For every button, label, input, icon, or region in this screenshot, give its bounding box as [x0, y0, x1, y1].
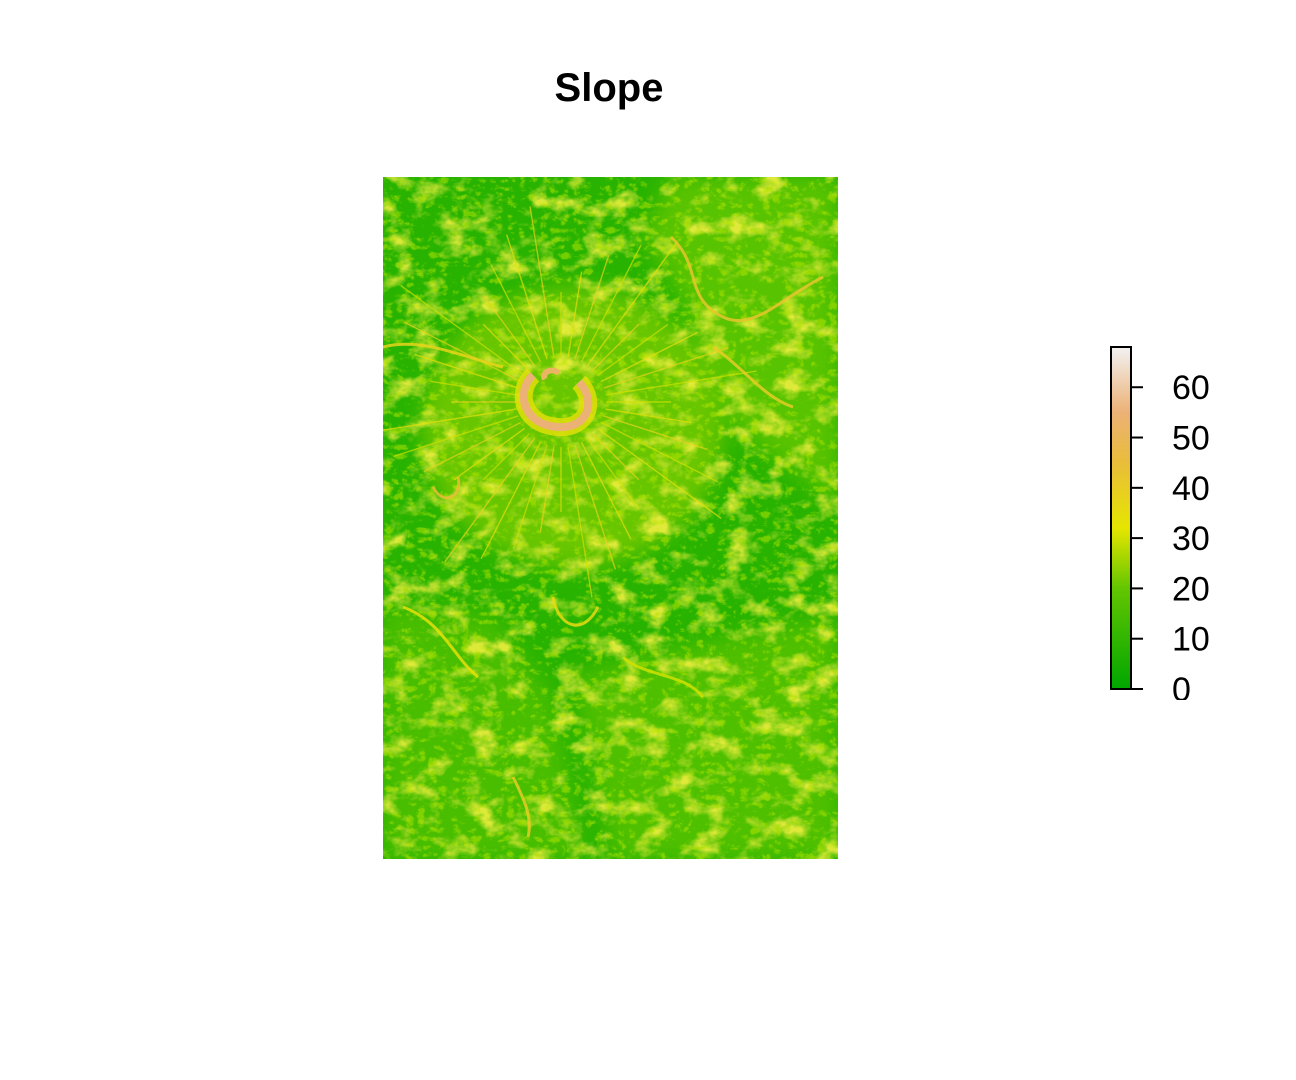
legend-tick-label: 10 — [1172, 621, 1210, 659]
legend-tick-label: 50 — [1172, 420, 1210, 458]
steep-ridge — [712, 345, 794, 409]
radial-gully — [480, 441, 542, 560]
steep-ridge — [621, 655, 705, 698]
steep-ridge — [669, 235, 824, 323]
steep-ridge — [383, 342, 504, 369]
radial-gully — [574, 444, 617, 570]
crater-rim — [519, 372, 593, 432]
radial-gully — [490, 264, 542, 363]
radial-gully — [567, 446, 593, 598]
radial-gully — [403, 321, 522, 383]
radial-gully — [596, 323, 669, 377]
radial-gully — [505, 234, 548, 360]
legend-tick-label: 20 — [1172, 570, 1210, 608]
radial-gully — [444, 437, 536, 563]
radial-gully — [600, 331, 699, 383]
radial-gully — [596, 427, 722, 519]
radial-gully — [430, 380, 517, 396]
radial-gully — [512, 444, 548, 549]
legend-color-bar — [1110, 346, 1132, 690]
crater-inner-wall — [541, 367, 561, 381]
radial-gully — [400, 285, 526, 377]
legend-tick-label: 60 — [1172, 369, 1210, 407]
radial-gully — [567, 271, 583, 358]
radial-gully — [592, 433, 640, 481]
radial-gully — [539, 446, 555, 533]
legend-tick-label: 0 — [1172, 671, 1191, 700]
steep-ridge — [551, 596, 600, 627]
radial-gully — [414, 353, 519, 389]
radial-gully — [603, 415, 708, 451]
slope-raster — [383, 177, 838, 859]
radial-gully — [605, 408, 692, 424]
steep-ridge — [511, 776, 531, 838]
radial-gully — [482, 294, 536, 367]
radial-gully — [529, 206, 555, 358]
color-legend: 0 10 20 30 40 50 60 — [1110, 346, 1210, 700]
radial-gully — [393, 415, 519, 458]
radial-gully — [580, 441, 632, 540]
radial-gully — [423, 421, 522, 473]
radial-gully — [592, 323, 640, 371]
legend-tick-label: 40 — [1172, 470, 1210, 508]
radial-gully — [482, 433, 530, 481]
radial-gully — [600, 421, 719, 483]
slope-texture-fine — [383, 177, 838, 859]
radial-gully — [383, 408, 517, 431]
radial-gully — [605, 370, 757, 396]
legend-tick-label: 30 — [1172, 520, 1210, 558]
radial-gully — [482, 323, 530, 371]
radial-gully — [586, 241, 678, 367]
radial-gully — [574, 255, 610, 360]
radial-gully — [586, 437, 640, 510]
steep-ridge — [431, 476, 461, 500]
chart-title: Slope — [554, 66, 664, 110]
radial-gully — [453, 427, 526, 481]
radial-gully — [603, 346, 729, 389]
radial-gully — [580, 244, 642, 363]
steep-ridge — [402, 605, 479, 679]
